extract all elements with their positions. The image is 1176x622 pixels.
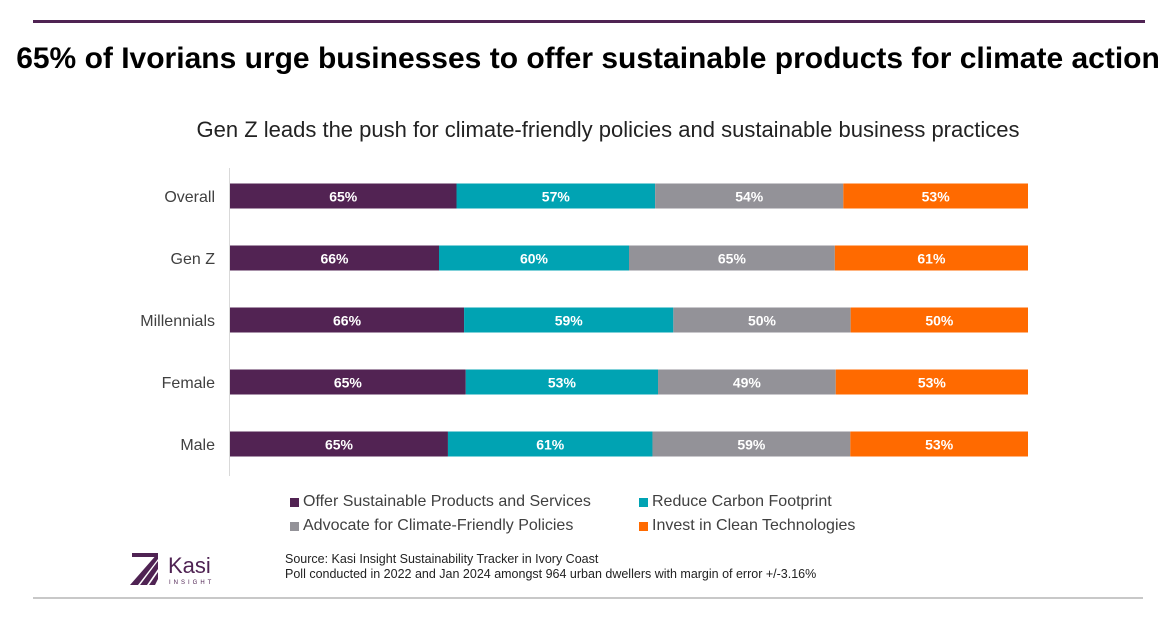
legend-label: Offer Sustainable Products and Services xyxy=(303,493,591,510)
bar-segment xyxy=(673,307,851,333)
data-label: 53% xyxy=(922,189,951,205)
legend-item: Advocate for Climate-Friendly Policies xyxy=(290,517,573,535)
legend-swatch xyxy=(639,497,648,507)
logo-wordmark: Kasi xyxy=(168,553,211,578)
data-label: 50% xyxy=(748,313,777,329)
bar-segment xyxy=(850,431,1028,457)
data-label: 59% xyxy=(555,313,584,329)
bar-segment xyxy=(843,183,1028,209)
bar-segment xyxy=(655,183,844,209)
top-rule xyxy=(33,20,1145,23)
legend-label: Advocate for Climate-Friendly Policies xyxy=(303,517,574,534)
data-label: 53% xyxy=(918,375,947,391)
bar-segment xyxy=(464,307,674,333)
bar-segment xyxy=(230,431,448,457)
chart-subtitle: Gen Z leads the push for climate-friendl… xyxy=(196,117,1020,142)
data-label: 57% xyxy=(542,189,571,205)
chart-title: 65% of Ivorians urge businesses to offer… xyxy=(16,42,1160,75)
legend-swatch xyxy=(290,497,299,507)
data-label: 60% xyxy=(520,251,549,267)
data-label: 66% xyxy=(333,313,362,329)
bar-segment xyxy=(456,183,656,209)
logo-tagline: INSIGHT xyxy=(169,580,214,586)
bar-segment xyxy=(439,245,629,271)
kasi-insight-logo: Kasi INSIGHT xyxy=(130,553,214,586)
bar-segment xyxy=(834,245,1028,271)
data-label: 65% xyxy=(325,437,354,453)
bar-segment xyxy=(850,307,1028,333)
bar-segment xyxy=(230,183,457,209)
data-label: 61% xyxy=(917,251,946,267)
data-label: 53% xyxy=(925,437,954,453)
category-label: Male xyxy=(180,437,215,454)
category-label: Millennials xyxy=(140,313,215,330)
bar-segment xyxy=(230,245,439,271)
category-label: Gen Z xyxy=(171,251,216,268)
source-line: Source: Kasi Insight Sustainability Trac… xyxy=(285,552,599,566)
bar-segment xyxy=(465,369,659,395)
bar-segment xyxy=(230,369,466,395)
data-label: 65% xyxy=(718,251,747,267)
data-label: 65% xyxy=(334,375,363,391)
data-label: 66% xyxy=(320,251,349,267)
legend-item: Offer Sustainable Products and Services xyxy=(290,493,591,511)
bar-segment xyxy=(658,369,836,395)
legend-item: Invest in Clean Technologies xyxy=(639,517,855,535)
data-label: 50% xyxy=(925,313,954,329)
source-note: Source: Kasi Insight Sustainability Trac… xyxy=(285,552,816,582)
bar-segment xyxy=(447,431,653,457)
data-label: 54% xyxy=(735,189,764,205)
bottom-rule xyxy=(33,597,1143,599)
category-label: Overall xyxy=(164,189,215,206)
bar-segment xyxy=(652,431,851,457)
legend-item: Reduce Carbon Footprint xyxy=(639,493,832,511)
data-label: 65% xyxy=(329,189,358,205)
data-label: 61% xyxy=(536,437,565,453)
legend-swatch xyxy=(639,521,648,531)
bar-segment xyxy=(629,245,835,271)
legend-label: Invest in Clean Technologies xyxy=(652,517,856,534)
legend-label: Reduce Carbon Footprint xyxy=(652,493,832,510)
bar-segment xyxy=(230,307,465,333)
data-label: 49% xyxy=(733,375,762,391)
category-label: Female xyxy=(162,375,215,392)
methodology-line: Poll conducted in 2022 and Jan 2024 amon… xyxy=(285,567,817,581)
data-label: 53% xyxy=(548,375,577,391)
bar-segment xyxy=(835,369,1028,395)
data-label: 59% xyxy=(737,437,766,453)
legend-swatch xyxy=(290,521,299,531)
